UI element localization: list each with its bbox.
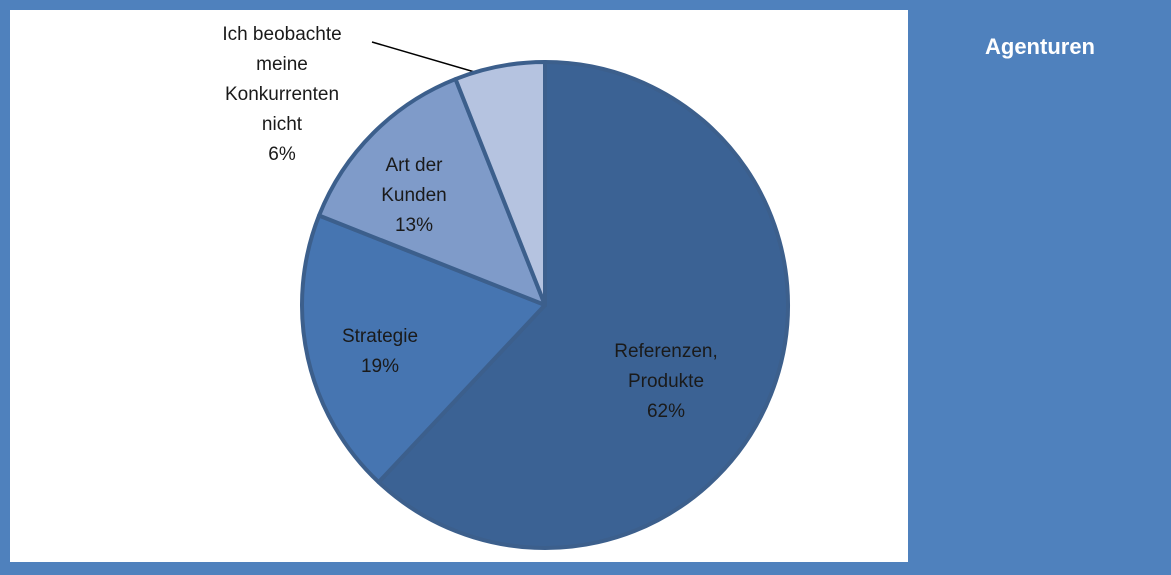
pie-slice xyxy=(376,60,790,550)
pie-slice xyxy=(317,77,547,307)
slice-label: Referenzen, Produkte xyxy=(614,341,718,392)
chart-title: Agenturen xyxy=(985,34,1095,59)
slice-value-label: 62% xyxy=(647,401,685,422)
pie-slice xyxy=(453,60,547,307)
slice-label: Ich beobachte meine Konkurrenten nicht xyxy=(222,24,341,135)
slice-value-label: 6% xyxy=(268,144,296,165)
slice-label: Strategie xyxy=(342,326,418,347)
slice-value-label: 19% xyxy=(361,356,399,377)
slice-value-label: 13% xyxy=(395,215,433,236)
slice-label: Art der Kunden xyxy=(381,155,447,206)
